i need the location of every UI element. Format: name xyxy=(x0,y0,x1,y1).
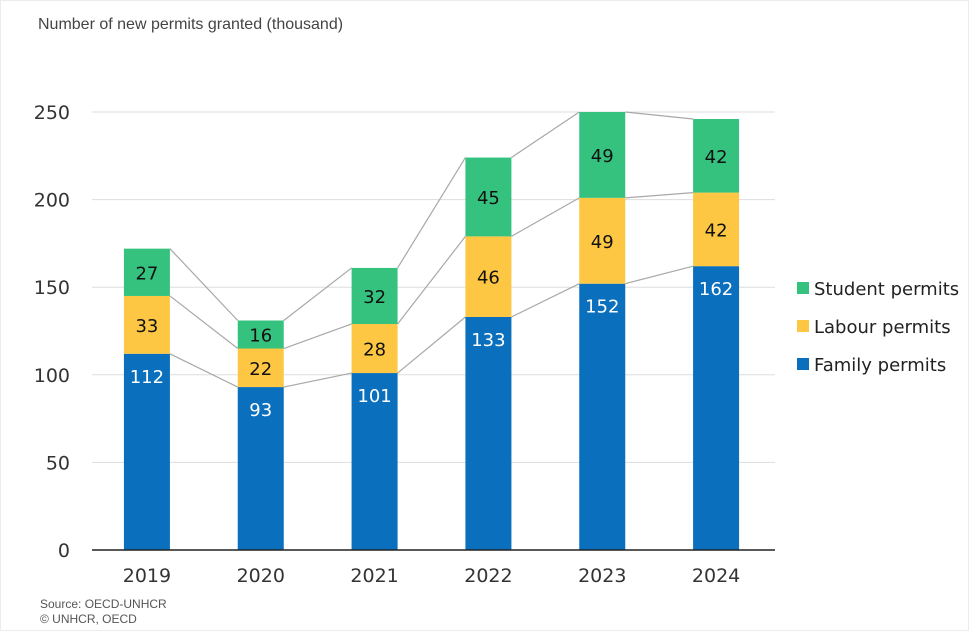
data-label: 46 xyxy=(477,268,500,289)
bar-segment xyxy=(237,387,284,550)
bar-segment xyxy=(693,119,740,193)
data-label: 33 xyxy=(135,316,158,337)
copyright-note: © UNHCR, OECD xyxy=(40,612,137,626)
data-label: 101 xyxy=(357,386,391,407)
bar-segment xyxy=(579,197,626,284)
connector-line xyxy=(397,316,466,374)
axes: 0 50 100 150 200 250 2019 2020 2021 2022 2023 2024 xyxy=(34,102,775,587)
y-tick-label: 150 xyxy=(34,277,70,299)
data-label: 152 xyxy=(585,297,619,318)
y-tick-label: 50 xyxy=(46,452,70,474)
connector-line xyxy=(169,295,239,349)
legend-label: Family permits xyxy=(814,355,946,376)
connector-line xyxy=(625,191,694,199)
bar-segment xyxy=(465,236,512,317)
bar-segment xyxy=(465,316,512,550)
connector-line xyxy=(625,111,694,120)
data-label: 22 xyxy=(249,359,272,380)
data-label: 32 xyxy=(363,287,386,308)
connector-line xyxy=(511,197,580,237)
bar-segment xyxy=(465,157,512,237)
connector-line xyxy=(283,372,352,388)
source-note: Source: OECD-UNHCR xyxy=(40,597,167,611)
data-label: 28 xyxy=(363,340,386,361)
bars xyxy=(123,112,740,550)
x-tick-label: 2021 xyxy=(350,565,398,587)
data-label: 42 xyxy=(705,147,728,168)
bar-segment xyxy=(123,353,170,550)
legend-swatch xyxy=(797,320,809,332)
y-tick-label: 100 xyxy=(34,365,70,387)
x-tick-label: 2020 xyxy=(237,565,285,587)
legend-label: Labour permits xyxy=(814,317,951,338)
bar-segment xyxy=(351,373,398,550)
legend-swatch xyxy=(797,358,809,370)
connector-line xyxy=(169,353,239,388)
x-tick-label: 2022 xyxy=(464,565,512,587)
data-labels: 112 33 27 93 22 16 101 28 32 133 46 45 152 49 49 162 42 4… xyxy=(130,146,734,421)
bar-segment xyxy=(237,348,284,388)
x-tick-label: 2019 xyxy=(123,565,171,587)
y-tick-label: 0 xyxy=(58,540,70,562)
bar-segment xyxy=(693,192,740,267)
data-label: 45 xyxy=(477,188,500,209)
legend: Student permits Labour permits Family perm… xyxy=(797,279,959,376)
bar-segment xyxy=(351,267,398,324)
connector-line xyxy=(283,323,352,350)
connector-line xyxy=(511,283,580,318)
connector-line xyxy=(511,111,580,159)
legend-swatch xyxy=(797,282,809,294)
data-label: 16 xyxy=(249,326,272,347)
connector-line xyxy=(283,267,352,321)
data-label: 49 xyxy=(591,146,614,167)
bar-segment xyxy=(123,248,170,296)
data-label: 49 xyxy=(591,232,614,253)
y-tick-label: 200 xyxy=(34,190,70,212)
data-label: 93 xyxy=(249,400,272,421)
connector-line xyxy=(169,248,239,321)
connector-line xyxy=(625,265,694,285)
connector-lines xyxy=(169,111,694,388)
legend-label: Student permits xyxy=(814,279,959,300)
x-tick-label: 2024 xyxy=(692,565,740,587)
data-label: 133 xyxy=(471,330,505,351)
bar-segment xyxy=(123,295,170,354)
bar-segment xyxy=(579,283,626,550)
y-tick-label: 250 xyxy=(34,102,70,124)
bar-segment xyxy=(693,266,740,550)
x-tick-label: 2023 xyxy=(578,565,626,587)
data-label: 112 xyxy=(130,367,164,388)
bar-segment xyxy=(237,320,284,349)
gridlines xyxy=(92,111,775,463)
y-axis-title: Number of new permits granted (thousand) xyxy=(38,16,344,33)
bar-segment xyxy=(579,112,626,198)
data-label: 162 xyxy=(699,279,733,300)
connector-line xyxy=(397,157,466,269)
data-label: 27 xyxy=(135,263,158,284)
bar-segment xyxy=(351,323,398,374)
data-label: 42 xyxy=(705,220,728,241)
connector-line xyxy=(397,236,466,325)
